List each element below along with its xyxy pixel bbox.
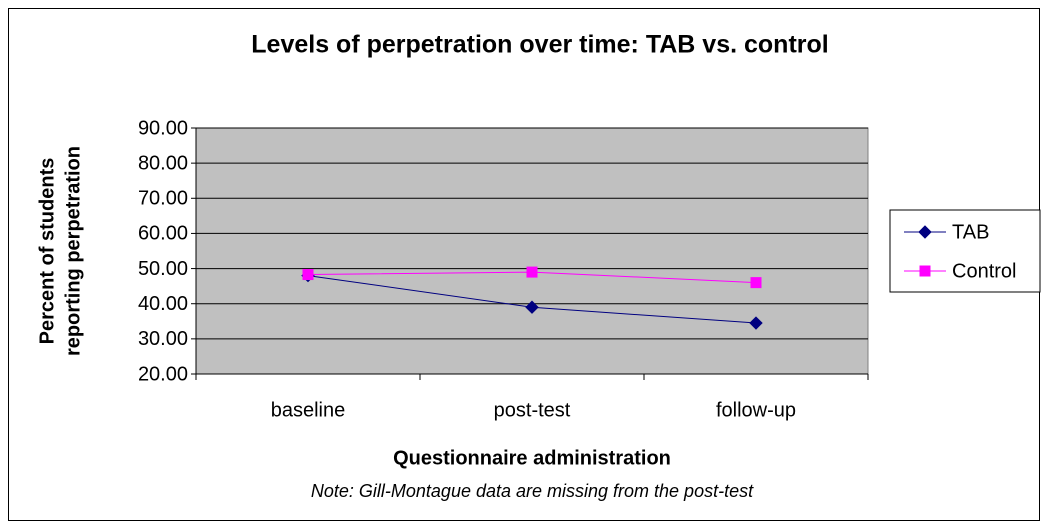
legend-marker [918,225,932,239]
y-tick-label: 40.00 [138,293,188,315]
y-tick-label: 20.00 [138,363,188,385]
y-tick-label: 60.00 [138,223,188,245]
y-tick-label: 30.00 [138,328,188,350]
x-tick-label: post-test [494,399,571,421]
legend-marker [919,265,931,277]
y-tick-label: 90.00 [138,117,188,139]
data-point [749,316,763,330]
y-tick-label: 50.00 [138,258,188,280]
legend-label: TAB [952,221,989,243]
legend [889,209,1041,293]
y-tick-label: 70.00 [138,188,188,210]
x-tick-label: baseline [271,399,346,421]
y-axis-title: reporting perpetration [62,146,84,356]
legend-label: Control [952,260,1016,282]
plot-area [195,127,869,375]
y-tick-label: 80.00 [138,152,188,174]
note: Note: Gill-Montague data are missing fro… [311,481,754,501]
x-axis-title: Questionnaire administration [393,447,671,469]
data-point [302,269,314,281]
data-point [750,277,762,289]
chart-title: Levels of perpetration over time: TAB vs… [251,31,828,59]
y-axis-title: Percent of students [36,158,58,345]
data-point [525,300,539,314]
data-point [526,266,538,278]
x-tick-label: follow-up [716,399,796,421]
